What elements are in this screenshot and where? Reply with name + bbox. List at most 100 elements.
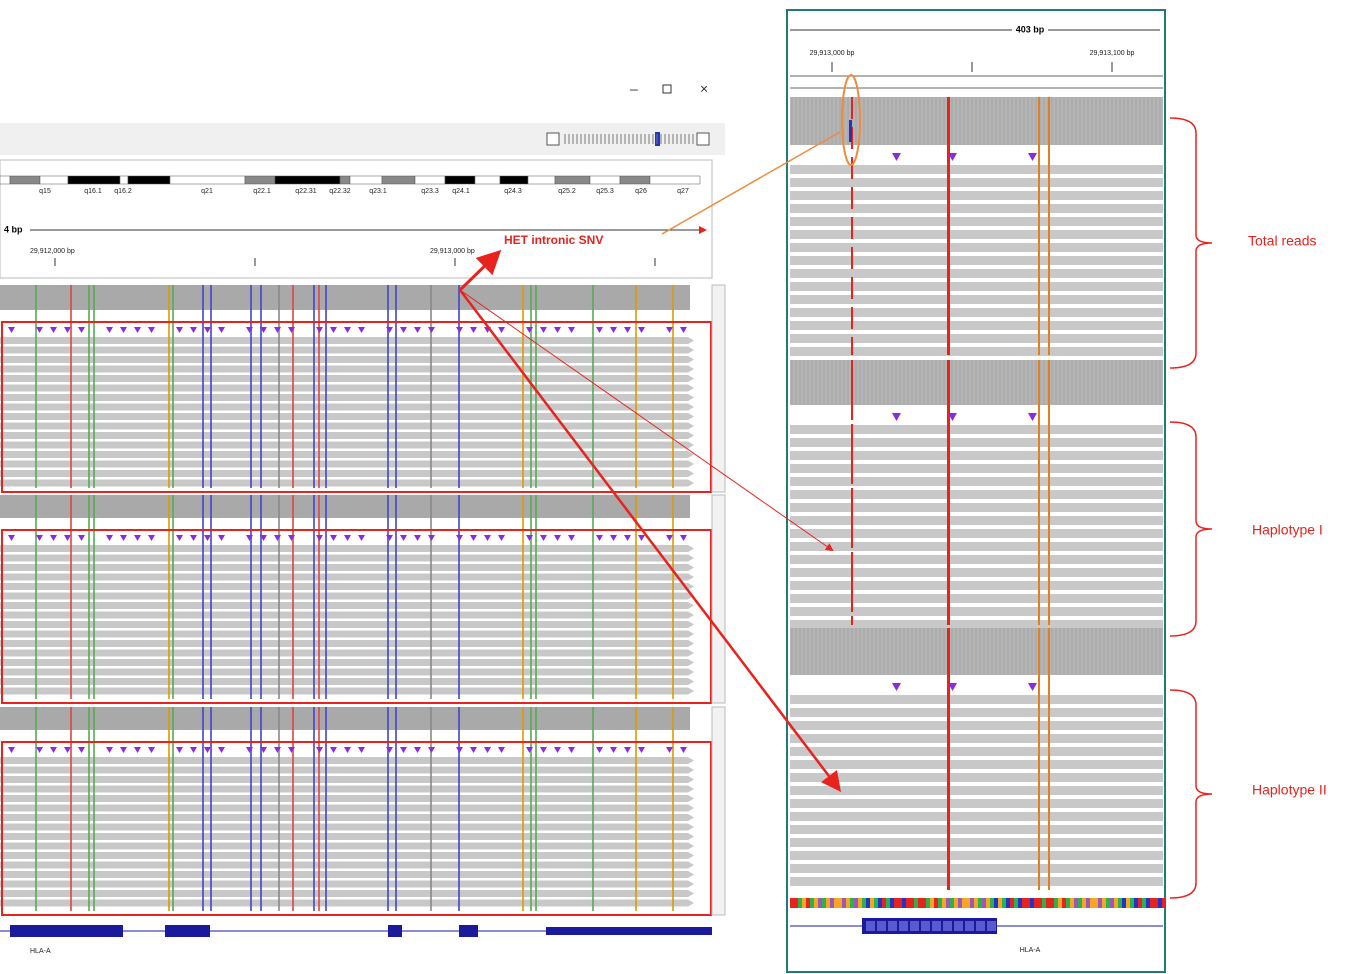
scrollbar (712, 285, 725, 492)
read (0, 442, 694, 449)
variant-line (672, 495, 674, 699)
sequence-base (838, 898, 842, 908)
cytoband (245, 176, 275, 184)
variant-line (458, 495, 460, 699)
sequence-base (986, 898, 990, 908)
read (0, 612, 694, 619)
zoom-panel: 403 bp 29,913,000 bp 29,913,100 bp HLA-A (787, 10, 1166, 972)
zoom-in[interactable] (697, 133, 709, 145)
sequence-base (1014, 898, 1018, 908)
cytoband (120, 176, 128, 184)
sequence-base (814, 898, 818, 908)
read (0, 805, 694, 812)
sequence-base (1034, 898, 1038, 908)
variant-line (522, 707, 524, 911)
sequence-base (1086, 898, 1090, 908)
sequence-base (1010, 898, 1014, 908)
read (0, 413, 694, 420)
amino-acid (888, 921, 897, 931)
read (790, 607, 1163, 616)
sequence-base (1122, 898, 1126, 908)
read (0, 688, 694, 695)
variant-line (430, 285, 432, 488)
cytoband-label: q23.1 (369, 188, 387, 195)
read (790, 786, 1163, 795)
variant-line (93, 707, 95, 911)
group-label: Total reads (1248, 233, 1316, 249)
read (0, 574, 694, 581)
sequence-base (898, 898, 902, 908)
sequence-base (938, 898, 942, 908)
snv-line (947, 97, 950, 355)
read (790, 516, 1163, 525)
cytoband (275, 176, 340, 184)
read (790, 825, 1163, 834)
sequence-base (1038, 898, 1042, 908)
read (790, 282, 1163, 291)
read (790, 555, 1163, 564)
variant-line (260, 285, 262, 488)
variant-line (387, 285, 389, 488)
variant-line (210, 707, 212, 911)
variant-line (318, 707, 320, 911)
coverage-track (790, 628, 1163, 675)
sequence-base (818, 898, 822, 908)
sequence-base (1094, 898, 1098, 908)
variant-line (535, 495, 537, 699)
variant-line (35, 495, 37, 699)
variant-line (430, 707, 432, 911)
sequence-base (974, 898, 978, 908)
snv-line (947, 628, 950, 890)
variant-line (672, 707, 674, 911)
sequence-base (1158, 898, 1162, 908)
read (0, 451, 694, 458)
close-button[interactable]: × (700, 81, 708, 97)
read (790, 230, 1163, 239)
sequence-base (842, 898, 846, 908)
sequence-base (878, 898, 882, 908)
sequence-base (958, 898, 962, 908)
cytoband-label: q24.1 (452, 188, 470, 195)
minimize-button[interactable]: – (630, 81, 638, 97)
toolbar (0, 123, 725, 155)
ruler-position: 29,913,000 bp (810, 50, 855, 57)
variant-line (1038, 97, 1040, 355)
read (790, 568, 1163, 577)
coverage-track (790, 97, 1163, 145)
read (0, 394, 694, 401)
sequence-base (1134, 898, 1138, 908)
read (790, 812, 1163, 821)
variant-line (70, 495, 72, 699)
read (0, 650, 694, 657)
read (790, 594, 1163, 603)
sequence-base (930, 898, 934, 908)
cytoband-label: q26 (635, 188, 647, 195)
cytoband (382, 176, 415, 184)
cytoband (68, 176, 120, 184)
cytoband (555, 176, 590, 184)
read (790, 773, 1163, 782)
sequence-base (1002, 898, 1006, 908)
cytoband-label: q22.32 (329, 188, 351, 195)
read (0, 470, 694, 477)
variant-line (292, 285, 294, 488)
sequence-base (1022, 898, 1026, 908)
sequence-base (962, 898, 966, 908)
zoom-out[interactable] (547, 133, 559, 145)
variant-line (430, 495, 432, 699)
variant-line (325, 495, 327, 699)
figure: – × 4 bp 29,912,000 bp 29,913,000 bp q15… (0, 0, 1351, 974)
sequence-base (830, 898, 834, 908)
cytoband-label: q21 (201, 188, 213, 195)
variant-line (172, 707, 174, 911)
cytoband (350, 176, 382, 184)
read (790, 451, 1163, 460)
read (0, 480, 694, 487)
sequence-base (886, 898, 890, 908)
read (0, 593, 694, 600)
read (790, 425, 1163, 434)
read (790, 191, 1163, 200)
sequence-base (1110, 898, 1114, 908)
sequence-base (1162, 898, 1166, 908)
cytoband-label: q16.2 (114, 188, 132, 195)
